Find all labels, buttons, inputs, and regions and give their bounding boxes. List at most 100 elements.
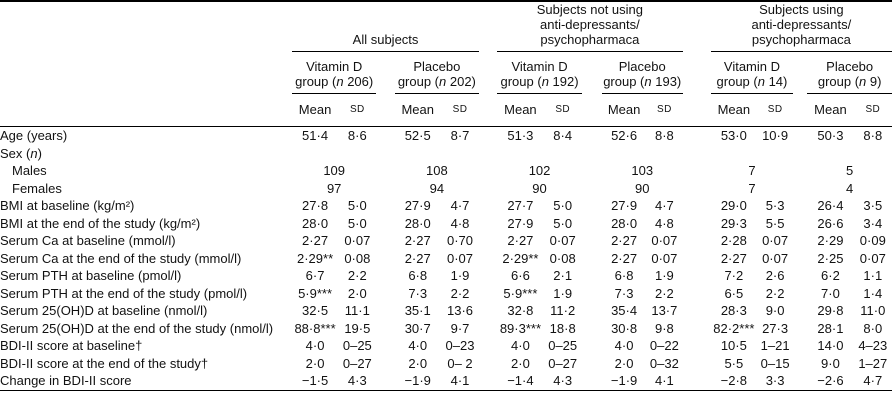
sd-header: SD (756, 93, 794, 127)
sd-cell: 5·0 (347, 215, 367, 231)
mean-cell: 27·9 (507, 215, 534, 231)
spacer (683, 267, 711, 285)
sd-cell: 0·08 (344, 250, 371, 266)
group-label-line: psychopharmaca (540, 32, 640, 47)
mean-cell: 5·9*** (503, 285, 538, 301)
sd-cell: 0·07 (446, 250, 474, 266)
sd-cell: 18·8 (549, 320, 576, 336)
spacer (376, 302, 394, 320)
spacer (582, 337, 602, 355)
row-label: Serum PTH at baseline (pmol/l) (0, 268, 182, 283)
mean-cell: 27·8 (302, 198, 329, 213)
sd-cell: 2·6 (765, 268, 785, 283)
corner-cell (0, 52, 292, 94)
subgroup-header-vitd-192: Vitamin D group (n 192) (497, 51, 582, 94)
spacer (479, 1, 497, 52)
spacer (376, 267, 394, 285)
spacer (376, 372, 394, 390)
sd-cell: 8·0 (863, 320, 883, 336)
spacer (376, 320, 394, 338)
mean-cell: 27·9 (611, 198, 638, 213)
row-label: BDI-II score at the end of the study† (0, 355, 209, 371)
row-label: Serum 25(OH)D at baseline (nmol/l) (0, 303, 208, 318)
mean-cell: 35·1 (404, 303, 431, 318)
mean-cell: 28·3 (720, 303, 747, 318)
mean-cell: 29·0 (720, 198, 747, 213)
mean-cell: 6·2 (821, 268, 840, 283)
mean-cell: 28·0 (611, 215, 638, 231)
mean-cell: 89·3*** (499, 320, 542, 336)
spacer (376, 162, 394, 180)
count-cell: 7 (748, 163, 756, 178)
mean-header: Mean (710, 93, 757, 127)
sd-cell: 5·0 (347, 198, 367, 213)
spacer (683, 232, 711, 250)
sd-cell: 5·0 (553, 215, 573, 231)
mean-cell: 52·5 (404, 128, 431, 143)
spacer (683, 215, 711, 233)
row-label: Females (12, 180, 62, 196)
mean-header: Mean (291, 93, 339, 127)
spacer (793, 52, 807, 94)
mean-cell: 53·0 (720, 128, 747, 143)
sd-cell: 0·07 (344, 233, 371, 248)
mean-cell: 6·6 (511, 268, 530, 283)
mean-cell: 51·3 (507, 128, 534, 143)
mean-cell: 4·0 (305, 338, 325, 353)
mean-header: Mean (807, 93, 854, 127)
mean-cell: 6·8 (614, 268, 634, 283)
results-table: All subjects Subjects not using anti-dep… (0, 0, 892, 391)
mean-cell: 10·5 (720, 338, 747, 353)
spacer (683, 180, 711, 198)
sd-cell: 2·2 (765, 285, 785, 301)
mean-cell: 2·27 (611, 250, 638, 266)
spacer (582, 127, 602, 145)
spacer (582, 232, 602, 250)
sd-cell: 0–27 (548, 355, 578, 371)
table-row: Serum Ca at baseline (mmol/l) 2·27 0·07 2·2… (0, 232, 892, 250)
sd-cell: 2·2 (450, 285, 470, 301)
spacer (683, 285, 711, 303)
mean-cell: 5·5 (724, 355, 744, 371)
mean-cell: 27·9 (404, 198, 431, 213)
mean-cell: 5·9*** (298, 285, 333, 301)
sd-cell: 3·5 (863, 198, 883, 213)
sd-cell: 0·07 (651, 250, 678, 266)
sd-header: SD (646, 93, 683, 127)
subgroup-header-vitd-14: Vitamin D group (n 14) (710, 51, 794, 94)
subgroup-n: group (n 192) (500, 74, 579, 89)
subgroup-header-placebo-9: Placebo group (n 9) (807, 51, 892, 94)
mean-header: Mean (601, 93, 647, 127)
sd-cell: 0–15 (760, 355, 790, 371)
table-header: All subjects Subjects not using anti-dep… (0, 1, 892, 127)
sd-cell: 4·1 (450, 373, 470, 388)
sd-cell: 8·8 (863, 128, 883, 143)
sd-cell: 4–23 (858, 338, 888, 353)
table-row: Serum PTH at the end of the study (pmol/… (0, 285, 892, 303)
spacer (683, 250, 711, 268)
sd-cell: 0–25 (548, 338, 578, 353)
mean-cell: 50·3 (817, 128, 844, 143)
spacer (582, 180, 602, 198)
table-row: Serum 25(OH)D at baseline (nmol/l) 32·5 11… (0, 302, 892, 320)
subgroup-name: Vitamin D (511, 59, 568, 74)
sd-cell: 4·8 (654, 215, 674, 231)
mean-cell: 2·0 (408, 355, 428, 371)
sd-cell: 0– 2 (447, 355, 473, 371)
sd-cell: 4·7 (654, 198, 674, 213)
spacer (582, 250, 602, 268)
row-label: Sex (n) (0, 145, 42, 161)
sd-cell: 8·6 (347, 128, 367, 143)
row-label: Change in BDI-II score (0, 373, 132, 388)
mean-cell: 2·28 (720, 233, 747, 248)
subgroup-header-placebo-193: Placebo group (n 193) (601, 51, 683, 94)
spacer (479, 267, 497, 285)
spacer (581, 93, 602, 127)
spacer (582, 162, 602, 180)
row-label: Serum Ca at baseline (mmol/l) (0, 233, 176, 248)
sd-header: SD (543, 93, 582, 127)
mean-cell: 9·0 (821, 355, 840, 371)
group-header-using: Subjects using anti-depressants/ psychop… (710, 1, 892, 52)
empty-cells (292, 145, 892, 163)
spacer (479, 162, 497, 180)
